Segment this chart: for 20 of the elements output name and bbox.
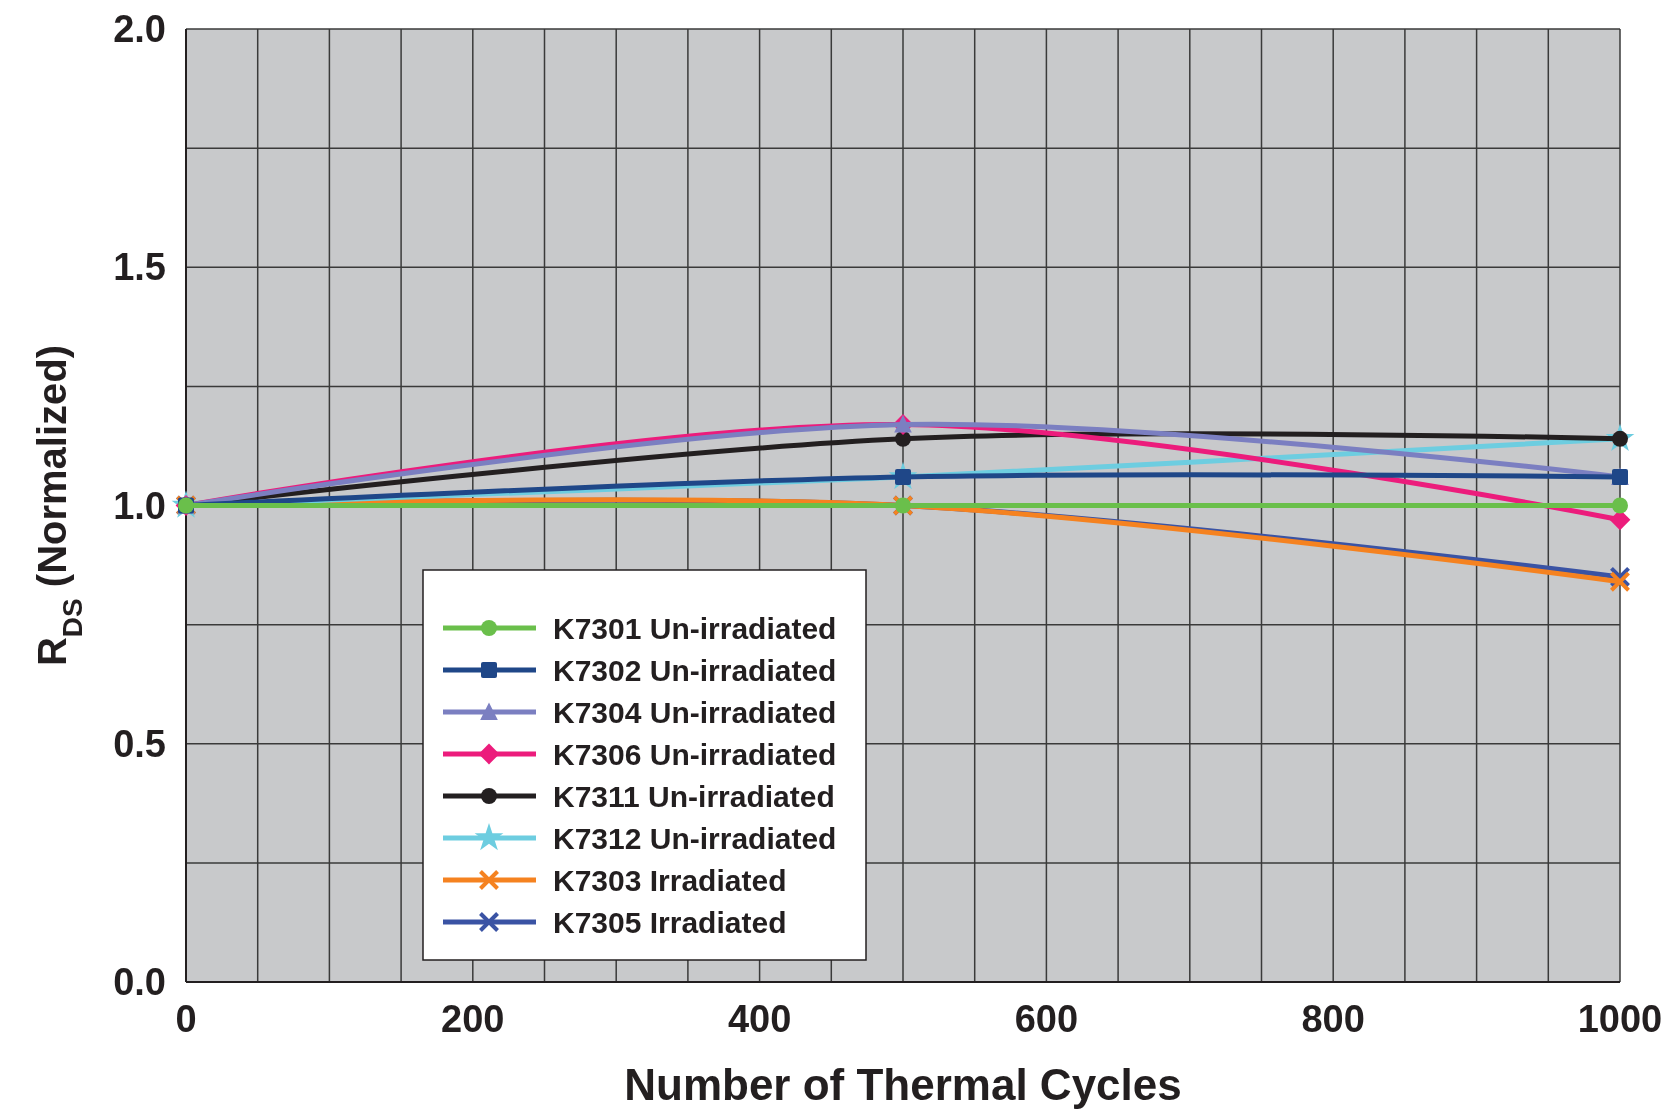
- x-tick-label: 0: [175, 998, 197, 1040]
- y-tick-label: 1.0: [113, 484, 166, 527]
- legend-label: K7303 Irradiated: [553, 864, 787, 897]
- x-tick-label: 400: [727, 998, 792, 1040]
- x-axis-title: Number of Thermal Cycles: [624, 1060, 1182, 1109]
- x-tick-label: 200: [441, 998, 505, 1040]
- y-tick-label: 1.5: [113, 246, 166, 289]
- x-tick-label: 800: [1301, 998, 1365, 1040]
- y-tick-label: 0.5: [113, 722, 166, 765]
- x-tick-label: 600: [1014, 998, 1079, 1040]
- legend-label: K7302 Un-irradiated: [553, 654, 837, 687]
- legend-label: K7304 Un-irradiated: [553, 696, 837, 729]
- legend-label: K7312 Un-irradiated: [553, 822, 837, 855]
- y-tick-label: 0.0: [113, 961, 166, 1003]
- legend-label: K7311 Un-irradiated: [553, 780, 835, 813]
- y-tick-label: 2.0: [113, 8, 166, 50]
- x-tick-label: 1000: [1577, 998, 1663, 1040]
- legend-label: K7306 Un-irradiated: [553, 738, 837, 771]
- legend-label: K7301 Un-irradiated: [553, 612, 837, 645]
- legend-label: K7305 Irradiated: [553, 906, 787, 939]
